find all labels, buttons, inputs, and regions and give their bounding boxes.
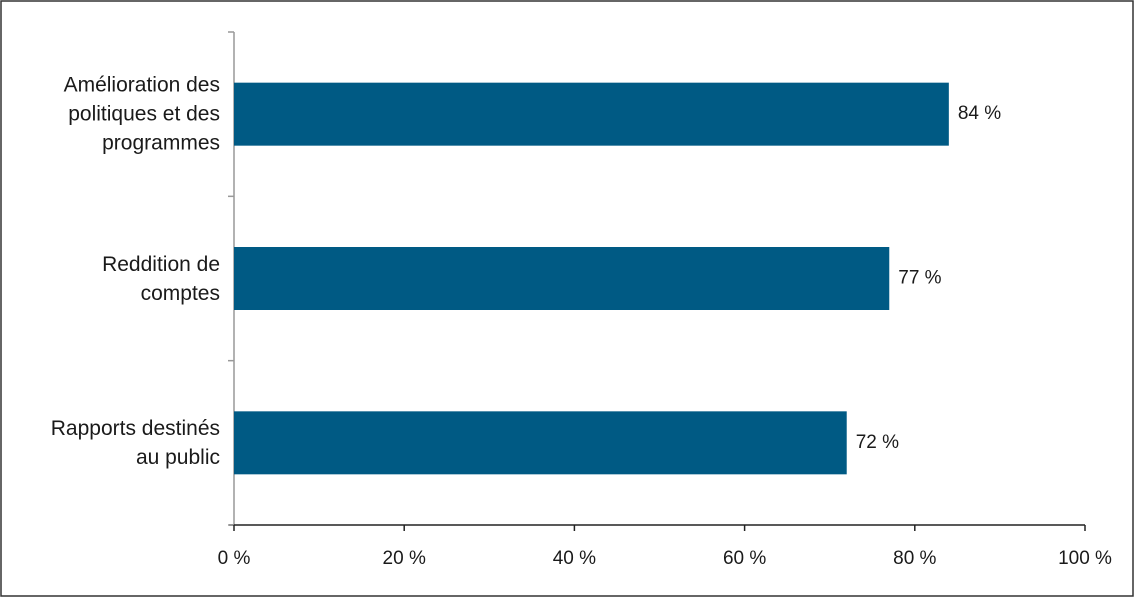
x-tick-label: 0 %	[218, 548, 251, 569]
bar	[234, 247, 890, 310]
value-label: 84 %	[958, 103, 1001, 124]
value-label: 72 %	[856, 432, 899, 453]
bar	[234, 82, 949, 146]
x-tick-label: 100 %	[1058, 548, 1112, 569]
x-tick-label: 80 %	[893, 548, 936, 569]
bar	[234, 411, 847, 475]
x-tick-label: 40 %	[553, 548, 596, 569]
x-tick-label: 20 %	[383, 548, 426, 569]
value-label: 77 %	[898, 268, 941, 289]
y-tick-label: Reddition de comptes	[102, 252, 220, 305]
y-tick-label: Amélioration des politiques et des progr…	[63, 73, 220, 155]
x-tick-label: 60 %	[723, 548, 766, 569]
y-tick-label: Rapports destinés au public	[50, 416, 220, 469]
